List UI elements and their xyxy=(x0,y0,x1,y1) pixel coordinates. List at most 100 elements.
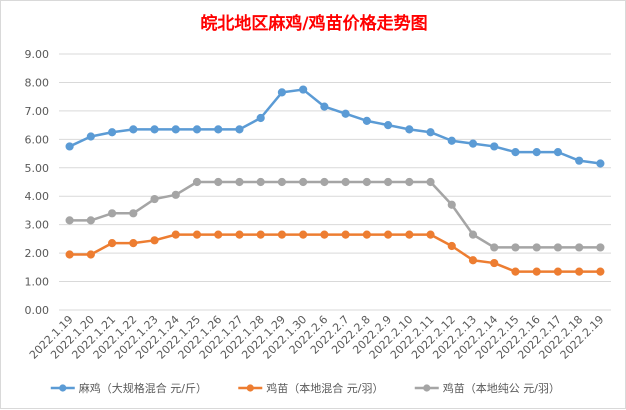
data-point xyxy=(214,125,223,134)
data-point xyxy=(426,128,435,137)
data-point xyxy=(235,230,244,239)
data-point xyxy=(341,109,350,118)
data-point xyxy=(320,177,329,187)
data-point xyxy=(532,243,541,252)
data-point xyxy=(383,121,393,130)
data-point xyxy=(405,230,414,239)
data-point xyxy=(86,216,95,225)
data-point xyxy=(150,236,159,245)
y-tick-label: 3.00 xyxy=(25,219,50,232)
data-point xyxy=(235,177,244,187)
data-point xyxy=(575,243,584,252)
data-point xyxy=(426,177,435,187)
x-axis: 2022.1.192022.1.202022.1.212022.1.222022… xyxy=(27,313,607,362)
y-tick-label: 4.00 xyxy=(25,190,50,203)
legend-label: 麻鸡（大规格混合 元/斤） xyxy=(79,381,207,395)
data-point xyxy=(129,209,138,218)
legend-item: 鸡苗（本地纯公 元/羽） xyxy=(414,381,560,395)
data-point xyxy=(256,230,265,239)
legend-label: 鸡苗（本地纯公 元/羽） xyxy=(443,381,560,395)
data-point xyxy=(575,267,584,276)
data-point xyxy=(150,125,159,134)
series-group xyxy=(65,85,605,276)
y-tick-label: 5.00 xyxy=(25,162,50,175)
data-point xyxy=(447,136,456,145)
y-tick-label: 7.00 xyxy=(25,105,50,118)
data-point xyxy=(65,216,74,225)
y-tick-label: 8.00 xyxy=(25,76,50,89)
data-point xyxy=(86,132,95,141)
legend-item: 麻鸡（大规格混合 元/斤） xyxy=(50,381,207,395)
y-tick-label: 9.00 xyxy=(25,48,50,61)
legend-marker xyxy=(59,384,67,392)
chart-title: 皖北地区麻鸡/鸡苗价格走势图 xyxy=(200,13,427,34)
y-axis: 0.00 1.00 2.00 3.00 4.00 5.00 6.00 7.00 8.00 9.00 xyxy=(25,48,50,317)
data-point xyxy=(299,177,308,187)
data-point xyxy=(129,239,138,248)
data-point xyxy=(320,102,329,111)
data-point xyxy=(341,230,350,239)
data-point xyxy=(490,243,499,252)
y-tick-label: 1.00 xyxy=(25,276,50,289)
data-point xyxy=(383,177,393,187)
data-point xyxy=(65,250,74,259)
legend-item: 鸡苗（本地混合 元/羽） xyxy=(238,381,383,395)
data-point xyxy=(511,243,520,252)
data-point xyxy=(192,230,202,239)
data-point xyxy=(256,177,265,187)
data-point xyxy=(214,177,223,187)
y-tick-label: 0.00 xyxy=(25,304,50,317)
data-point xyxy=(107,239,117,248)
data-point xyxy=(532,148,541,157)
data-point xyxy=(192,177,202,187)
data-point xyxy=(447,200,456,209)
series-1 xyxy=(65,85,605,168)
y-tick-label: 6.00 xyxy=(25,133,50,146)
data-point xyxy=(383,230,393,239)
data-point xyxy=(214,230,223,239)
data-point xyxy=(468,139,478,148)
data-point xyxy=(553,148,563,157)
series-3 xyxy=(65,177,605,252)
data-point xyxy=(341,177,350,187)
data-point xyxy=(277,230,287,239)
data-point xyxy=(150,194,159,204)
data-point xyxy=(235,125,244,134)
series-2 xyxy=(65,230,605,276)
data-point xyxy=(256,113,265,123)
data-point xyxy=(107,209,117,218)
data-point xyxy=(299,230,308,239)
data-point xyxy=(405,177,414,187)
data-point xyxy=(277,177,287,187)
data-point xyxy=(86,250,95,259)
data-point xyxy=(362,177,371,187)
legend: 麻鸡（大规格混合 元/斤） 鸡苗（本地混合 元/羽） 鸡苗（本地纯公 元/羽） xyxy=(50,381,560,395)
data-point xyxy=(426,230,435,239)
data-point xyxy=(107,128,117,137)
data-point xyxy=(362,230,371,239)
data-point xyxy=(511,267,520,276)
data-point xyxy=(468,230,478,239)
data-point xyxy=(532,267,541,276)
data-point xyxy=(171,125,180,134)
data-point xyxy=(490,258,499,268)
data-point xyxy=(299,85,308,94)
y-tick-label: 2.00 xyxy=(25,247,50,260)
legend-marker xyxy=(246,384,254,392)
gridlines xyxy=(59,53,611,311)
legend-marker xyxy=(423,384,431,392)
legend-label: 鸡苗（本地混合 元/羽） xyxy=(266,381,383,395)
data-point xyxy=(511,148,520,157)
data-point xyxy=(405,125,414,134)
series-line xyxy=(68,88,602,165)
data-point xyxy=(553,267,563,276)
data-point xyxy=(192,125,202,134)
data-point xyxy=(490,142,499,151)
data-point xyxy=(596,243,605,252)
data-point xyxy=(320,230,329,239)
data-point xyxy=(277,88,287,97)
data-point xyxy=(553,243,563,252)
data-point xyxy=(171,230,180,239)
